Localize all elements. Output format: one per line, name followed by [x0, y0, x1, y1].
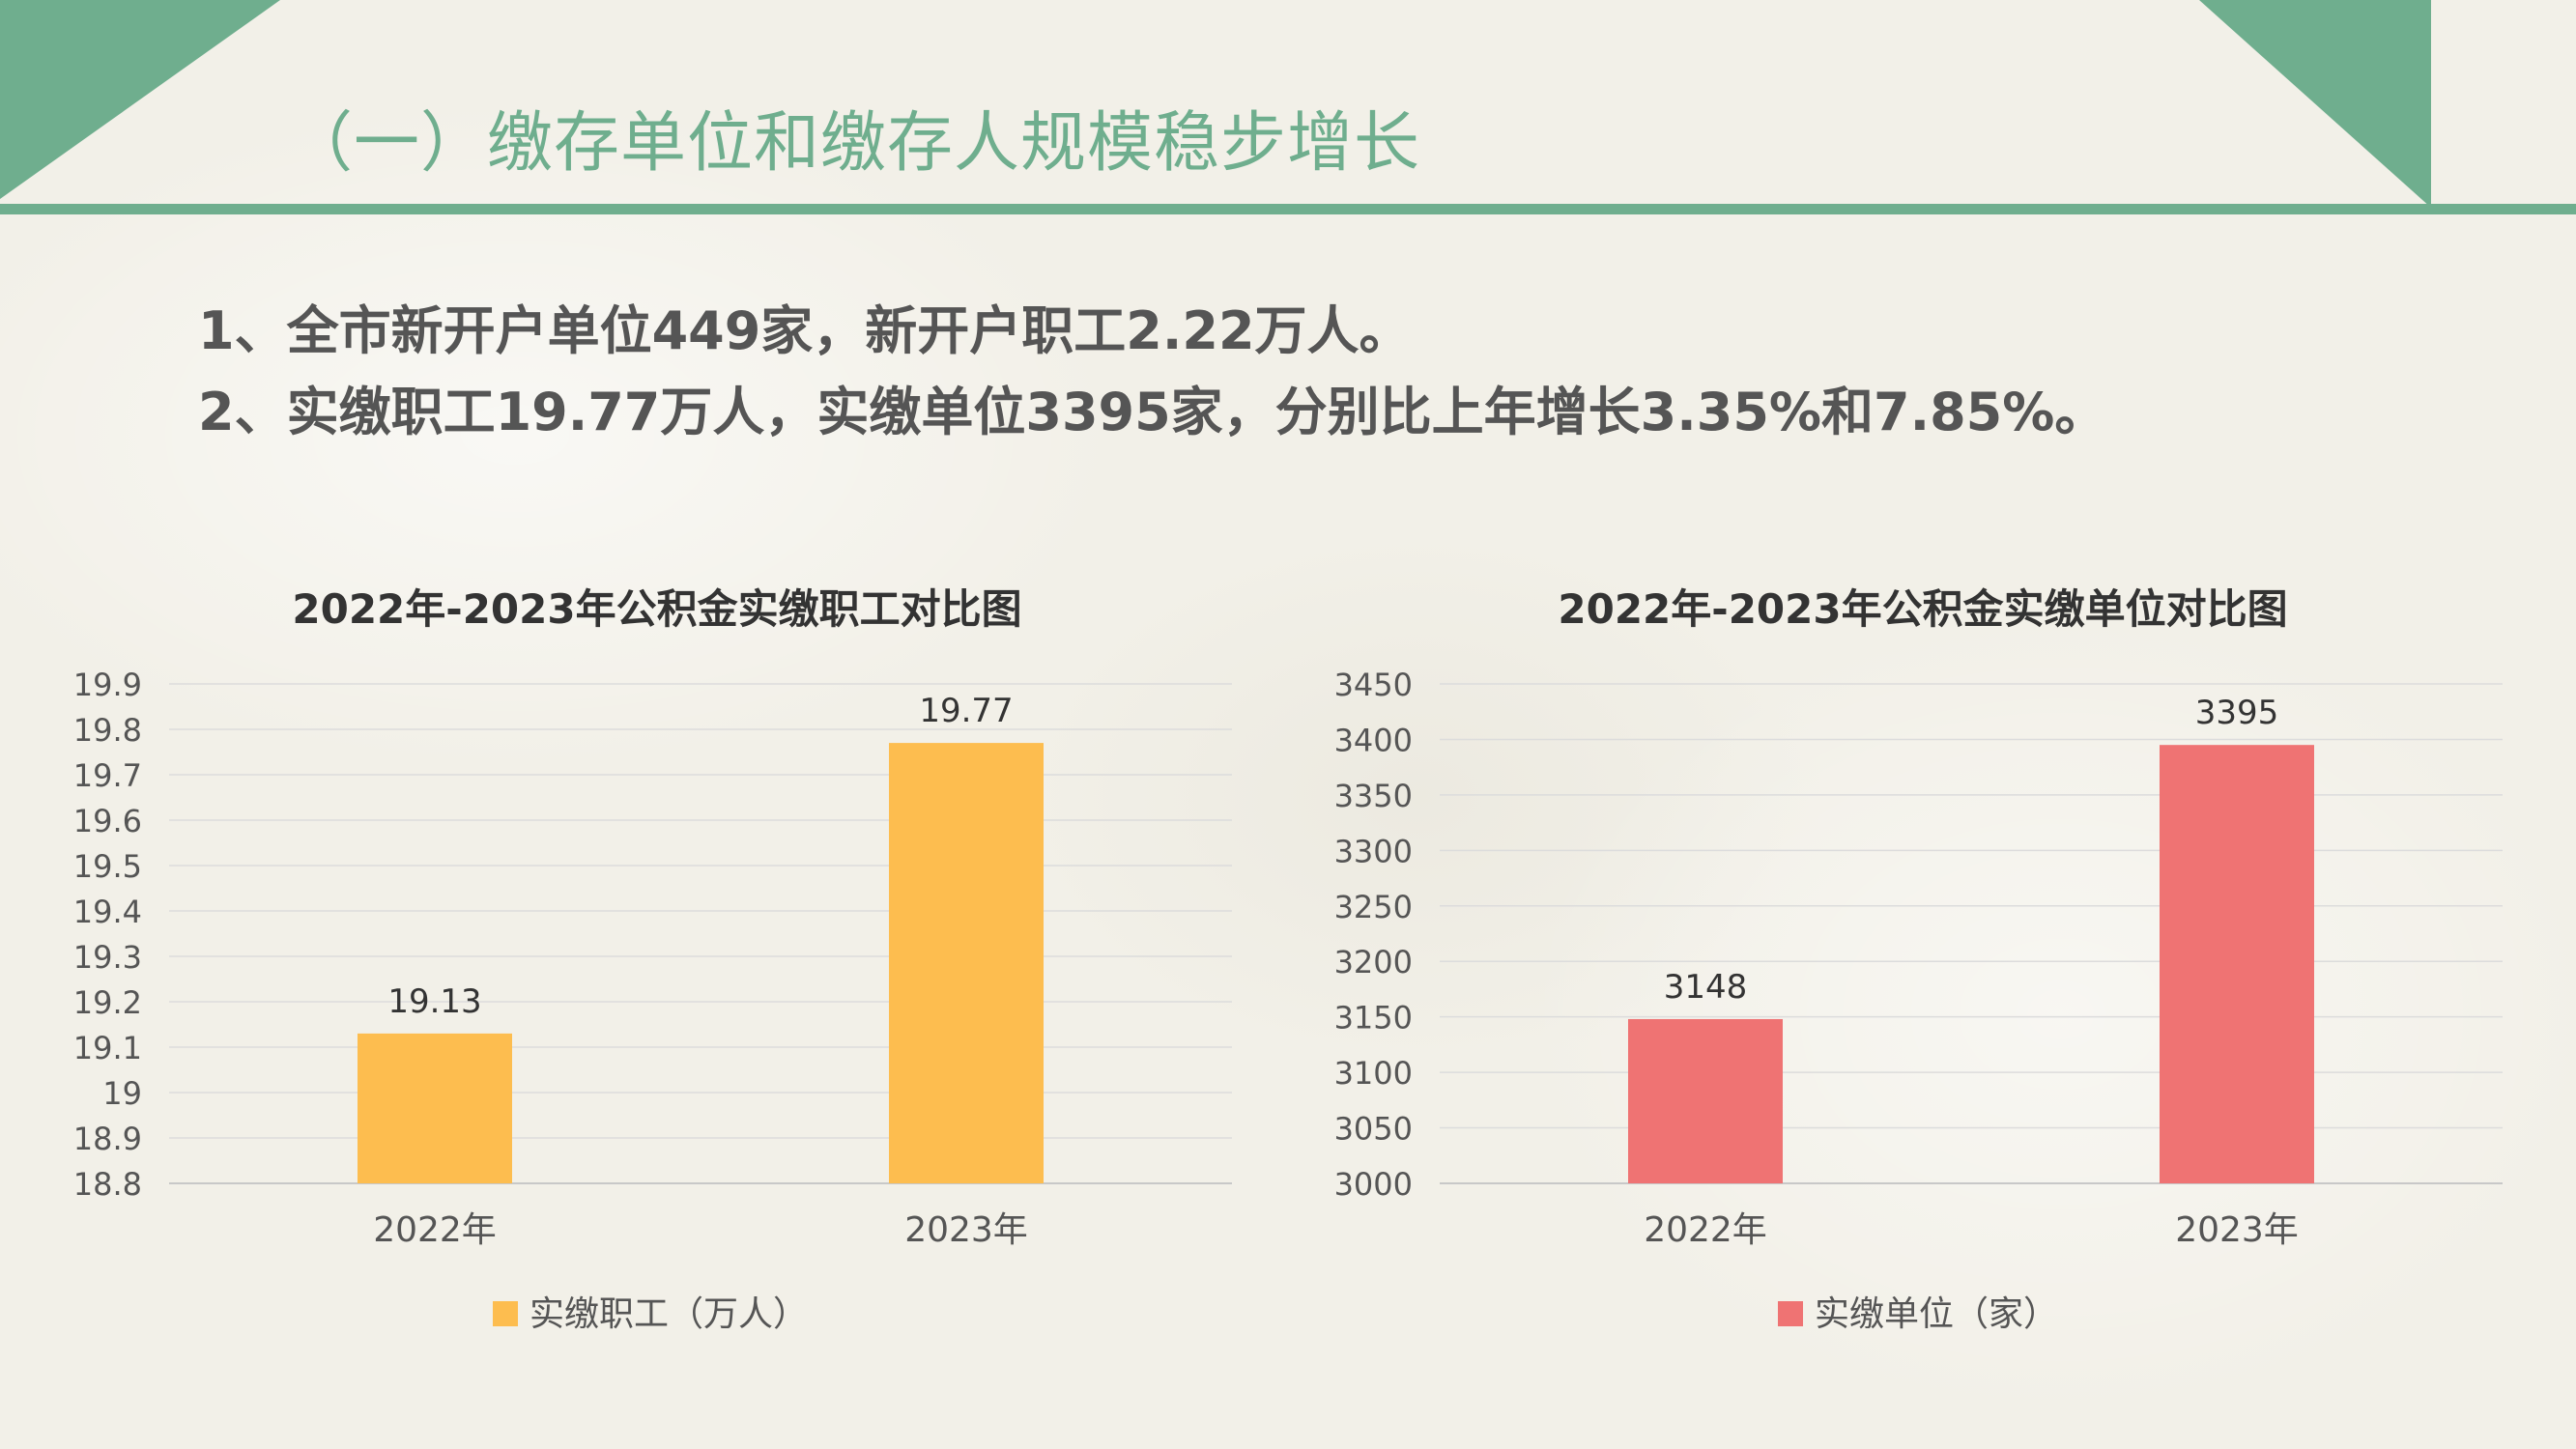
- x-tick-label: 2023年: [2175, 1210, 2299, 1250]
- bar: [889, 743, 1044, 1183]
- y-tick-label: 3450: [1334, 667, 1413, 703]
- x-tick-label: 2023年: [904, 1210, 1028, 1250]
- slide-title: （一）缴存单位和缴存人规模稳步增长: [287, 105, 1421, 182]
- legend-label: 实缴职工（万人）: [530, 1294, 808, 1334]
- header-rule: [0, 204, 2576, 214]
- data-label: 3148: [1664, 968, 1748, 1007]
- summary-point-2: 2、实缴职工19.77万人，实缴单位3395家，分别比上年增长3.35%和7.8…: [198, 382, 2107, 442]
- chart-title: 2022年-2023年公积金实缴单位对比图: [1558, 585, 2287, 633]
- legend-label: 实缴单位（家）: [1815, 1294, 2058, 1334]
- y-tick-label: 19.3: [73, 939, 142, 976]
- y-tick-label: 3200: [1334, 944, 1413, 980]
- employees-bar-chart: 2022年-2023年公积金实缴职工对比图 18.8 18.9 19 19.1 19.2 1…: [73, 585, 1232, 1334]
- data-label: 3395: [2195, 694, 2279, 732]
- x-tick-label: 2022年: [373, 1210, 497, 1250]
- corner-decoration-left: [0, 0, 280, 199]
- corner-decoration-right: [2199, 0, 2431, 208]
- units-bar-chart: 2022年-2023年公积金实缴单位对比图 3000 3050 3100 3150 320…: [1334, 585, 2503, 1334]
- y-tick-label: 19: [102, 1075, 142, 1112]
- y-tick-label: 18.8: [73, 1166, 142, 1203]
- legend-swatch: [1778, 1301, 1803, 1326]
- bar: [2160, 745, 2314, 1183]
- bar: [1628, 1018, 1783, 1183]
- y-tick-label: 19.4: [73, 894, 142, 930]
- chart-title: 2022年-2023年公积金实缴职工对比图: [292, 585, 1021, 633]
- y-tick-label: 3300: [1334, 833, 1413, 869]
- bar: [358, 1033, 512, 1183]
- y-tick-label: 3150: [1334, 1000, 1413, 1037]
- y-tick-label: 19.8: [73, 712, 142, 749]
- y-tick-label: 19.7: [73, 757, 142, 794]
- legend-swatch: [493, 1301, 518, 1326]
- data-label: 19.13: [387, 982, 481, 1021]
- y-tick-label: 3250: [1334, 889, 1413, 925]
- y-tick-label: 19.9: [73, 667, 142, 703]
- y-tick-label: 3350: [1334, 778, 1413, 814]
- y-tick-label: 3050: [1334, 1111, 1413, 1148]
- y-tick-label: 19.6: [73, 803, 142, 839]
- summary-point-1: 1、全市新开户单位449家，新开户职工2.22万人。: [198, 300, 1412, 361]
- x-tick-label: 2022年: [1644, 1210, 1767, 1250]
- y-tick-label: 19.5: [73, 848, 142, 885]
- y-tick-label: 19.1: [73, 1030, 142, 1066]
- y-tick-label: 19.2: [73, 984, 142, 1021]
- y-tick-label: 3400: [1334, 722, 1413, 758]
- y-tick-label: 3000: [1334, 1166, 1413, 1203]
- data-label: 19.77: [919, 692, 1013, 730]
- y-tick-label: 3100: [1334, 1055, 1413, 1092]
- y-tick-label: 18.9: [73, 1121, 142, 1157]
